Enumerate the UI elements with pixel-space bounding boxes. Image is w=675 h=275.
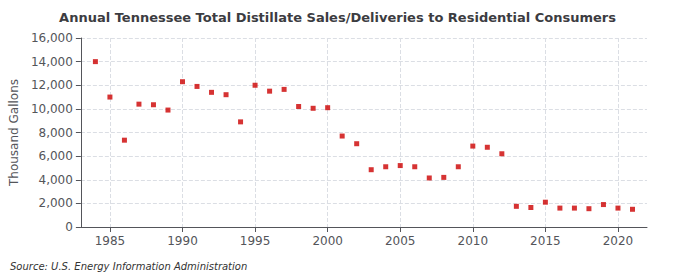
svg-text:2020: 2020 (603, 234, 634, 248)
svg-text:1985: 1985 (95, 234, 126, 248)
svg-text:8,000: 8,000 (39, 126, 73, 140)
svg-text:Thousand Gallons: Thousand Gallons (7, 79, 21, 187)
svg-text:6,000: 6,000 (39, 149, 73, 163)
svg-text:Source: U.S. Energy Informatio: Source: U.S. Energy Information Administ… (10, 261, 247, 272)
svg-text:Annual Tennessee Total Distill: Annual Tennessee Total Distillate Sales/… (59, 10, 616, 25)
svg-text:4,000: 4,000 (39, 173, 73, 187)
svg-text:2015: 2015 (530, 234, 561, 248)
svg-text:14,000: 14,000 (31, 55, 73, 69)
svg-text:10,000: 10,000 (31, 102, 73, 116)
svg-text:12,000: 12,000 (31, 78, 73, 92)
svg-text:0: 0 (65, 220, 73, 234)
svg-text:2010: 2010 (458, 234, 489, 248)
svg-text:16,000: 16,000 (31, 31, 73, 45)
svg-text:2,000: 2,000 (39, 196, 73, 210)
svg-text:1990: 1990 (167, 234, 198, 248)
svg-text:1995: 1995 (240, 234, 271, 248)
svg-text:2000: 2000 (312, 234, 343, 248)
svg-text:2005: 2005 (385, 234, 416, 248)
